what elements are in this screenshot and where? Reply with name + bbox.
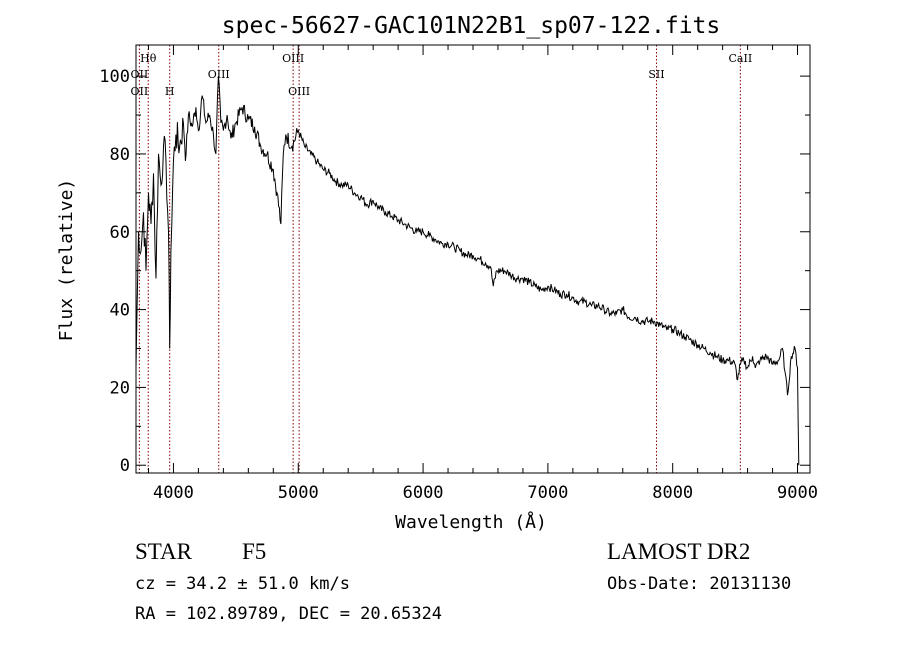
plot-frame bbox=[135, 44, 811, 474]
y-axis-label: Flux (relative) bbox=[56, 179, 77, 342]
line-annotations: OII OII Hθ H OIII OIII OIII SII CaII bbox=[131, 52, 753, 98]
y-tick-label: 20 bbox=[110, 378, 130, 398]
line-label: H bbox=[165, 85, 175, 98]
object-subclass: F5 bbox=[242, 539, 267, 564]
y-tick-label: 0 bbox=[120, 456, 130, 476]
sky-coordinates: RA = 102.89789, DEC = 20.65324 bbox=[135, 604, 443, 624]
line-label: Hθ bbox=[140, 52, 157, 65]
x-tick-label: 5000 bbox=[278, 483, 319, 503]
x-tick-label: 6000 bbox=[403, 483, 444, 503]
line-label: CaII bbox=[729, 52, 753, 65]
spectrum-series bbox=[135, 76, 800, 466]
x-axis-ticks: 4000 5000 6000 7000 8000 9000 bbox=[147, 45, 818, 503]
line-label: OIII bbox=[288, 85, 310, 98]
line-label: OII bbox=[131, 85, 149, 98]
x-axis-label: Wavelength (Å) bbox=[395, 511, 547, 533]
emission-line-markers bbox=[138, 45, 741, 473]
x-tick-label: 9000 bbox=[777, 483, 818, 503]
survey-name: LAMOST DR2 bbox=[607, 539, 751, 564]
y-axis-ticks: 0 20 40 60 80 100 bbox=[99, 67, 810, 476]
y-tick-label: 40 bbox=[110, 301, 130, 321]
y-tick-label: 80 bbox=[110, 145, 130, 165]
x-tick-label: 7000 bbox=[527, 483, 568, 503]
chart-title: spec-56627-GAC101N22B1_sp07-122.fits bbox=[222, 13, 721, 39]
y-tick-label: 60 bbox=[110, 223, 130, 243]
object-class: STAR bbox=[135, 539, 192, 564]
line-label: OIII bbox=[282, 52, 304, 65]
line-label: SII bbox=[648, 68, 664, 81]
spectrum-line bbox=[135, 76, 800, 466]
y-tick-label: 100 bbox=[99, 67, 130, 87]
observation-date: Obs-Date: 20131130 bbox=[607, 574, 792, 594]
x-tick-label: 4000 bbox=[153, 483, 194, 503]
x-tick-label: 8000 bbox=[652, 483, 693, 503]
line-label: OII bbox=[131, 68, 149, 81]
line-label: OIII bbox=[208, 68, 230, 81]
redshift-velocity: cz = 34.2 ± 51.0 km/s bbox=[135, 574, 350, 594]
